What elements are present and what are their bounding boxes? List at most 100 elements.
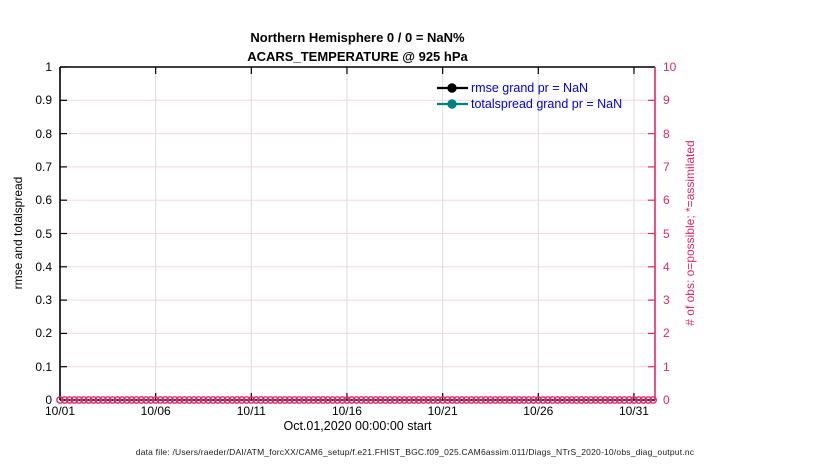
- obs-count-marker: [496, 396, 504, 404]
- obs-count-marker: [60, 396, 69, 404]
- obs-count-marker: [366, 396, 375, 404]
- figure-title-block: Northern Hemisphere 0 / 0 = NaN% ACARS_T…: [60, 28, 655, 66]
- obs-count-marker: [80, 396, 88, 404]
- x-axis-label: Oct.01,2020 00:00:00 start: [283, 419, 432, 433]
- obs-count-marker: [242, 396, 251, 404]
- obs-count-marker: [151, 396, 160, 404]
- obs-count-marker: [424, 396, 433, 404]
- y-tick-label-right: 9: [663, 93, 670, 108]
- obs-count-marker: [256, 396, 265, 404]
- obs-count-marker: [386, 396, 394, 404]
- obs-count-marker: [142, 396, 150, 404]
- obs-count-marker: [543, 396, 552, 404]
- obs-count-marker: [491, 396, 500, 404]
- obs-count-marker: [563, 396, 571, 404]
- obs-count-marker: [390, 396, 399, 404]
- obs-count-marker: [233, 396, 241, 404]
- obs-count-marker: [453, 396, 461, 404]
- obs-count-marker: [194, 396, 203, 404]
- y-tick-label-right: 3: [663, 293, 670, 308]
- obs-count-marker: [309, 396, 318, 404]
- legend-marker-circle-totalspread: [447, 99, 457, 109]
- obs-count-marker: [103, 396, 112, 404]
- obs-count-marker: [84, 396, 93, 404]
- y-tick-label-left: 0.8: [35, 126, 52, 141]
- obs-count-marker: [477, 396, 485, 404]
- obs-count-marker: [343, 396, 351, 404]
- obs-count-marker: [457, 396, 466, 404]
- legend-label-rmse: rmse grand pr = NaN: [471, 81, 589, 95]
- x-tick-label: 10/01: [44, 404, 76, 418]
- obs-count-marker: [433, 396, 442, 404]
- obs-count-marker: [610, 396, 619, 404]
- footer-data-file: data file: /Users/raeder/DAI/ATM_forcXX/…: [135, 447, 695, 457]
- obs-count-marker: [414, 396, 423, 404]
- obs-count-marker: [333, 396, 342, 404]
- obs-count-marker: [285, 396, 294, 404]
- obs-count-marker: [400, 396, 409, 404]
- obs-count-marker: [467, 396, 476, 404]
- y-tick-label-left: 0.9: [35, 93, 52, 108]
- obs-count-marker: [539, 396, 547, 404]
- obs-count-marker: [601, 396, 610, 404]
- obs-count-marker: [132, 396, 141, 404]
- obs-count-marker: [295, 396, 304, 404]
- obs-count-marker: [118, 396, 127, 404]
- obs-count-marker: [199, 396, 208, 404]
- obs-count-marker: [123, 396, 131, 404]
- obs-count-marker: [443, 396, 452, 404]
- obs-count-marker: [582, 396, 591, 404]
- obs-count-marker: [89, 396, 98, 404]
- obs-count-marker: [634, 396, 643, 404]
- obs-count-marker: [362, 396, 371, 404]
- obs-count-marker: [644, 396, 653, 404]
- obs-count-marker: [572, 396, 581, 404]
- obs-count-marker: [481, 396, 490, 404]
- obs-count-marker: [108, 396, 117, 404]
- obs-count-marker: [352, 396, 361, 404]
- obs-count-marker: [166, 396, 174, 404]
- obs-count-marker: [223, 396, 232, 404]
- obs-count-marker: [146, 396, 155, 404]
- obs-count-marker: [553, 396, 562, 404]
- obs-count-marker: [630, 396, 638, 404]
- obs-count-marker: [185, 396, 194, 404]
- obs-count-marker: [510, 396, 519, 404]
- obs-count-marker: [548, 396, 557, 404]
- obs-count-marker: [381, 396, 390, 404]
- obs-count-marker: [304, 396, 313, 404]
- obs-count-marker: [280, 396, 289, 404]
- y-tick-label-left: 0.4: [35, 259, 52, 274]
- x-tick-label: 10/06: [140, 404, 171, 418]
- y-tick-label-left: 0.1: [35, 359, 52, 374]
- obs-count-marker: [429, 396, 437, 404]
- y-tick-label-left: 1: [45, 60, 52, 74]
- obs-count-marker: [419, 396, 428, 404]
- y-tick-label-left: 0.6: [35, 193, 52, 208]
- obs-count-marker: [137, 396, 146, 404]
- figure-subtitle: ACARS_TEMPERATURE @ 925 hPa: [247, 49, 468, 64]
- obs-count-marker: [271, 396, 280, 404]
- obs-count-marker: [237, 396, 246, 404]
- obs-count-marker: [520, 396, 528, 404]
- obs-count-marker: [328, 396, 337, 404]
- obs-count-marker: [567, 396, 576, 404]
- obs-count-marker: [505, 396, 514, 404]
- obs-count-marker: [94, 396, 103, 404]
- x-tick-label: 10/21: [427, 404, 458, 418]
- obs-count-marker: [410, 396, 418, 404]
- figure-title: Northern Hemisphere 0 / 0 = NaN%: [250, 30, 465, 45]
- obs-count-marker: [338, 396, 347, 404]
- obs-count-marker: [357, 396, 366, 404]
- obs-count-marker: [127, 396, 136, 404]
- obs-count-marker: [486, 396, 495, 404]
- obs-count-marker: [209, 396, 217, 404]
- obs-count-marker: [190, 396, 198, 404]
- obs-count-marker: [204, 396, 213, 404]
- obs-count-marker: [462, 396, 471, 404]
- obs-count-marker: [228, 396, 237, 404]
- obs-count-marker: [161, 396, 170, 404]
- obs-count-marker: [615, 396, 624, 404]
- obs-count-marker: [448, 396, 457, 404]
